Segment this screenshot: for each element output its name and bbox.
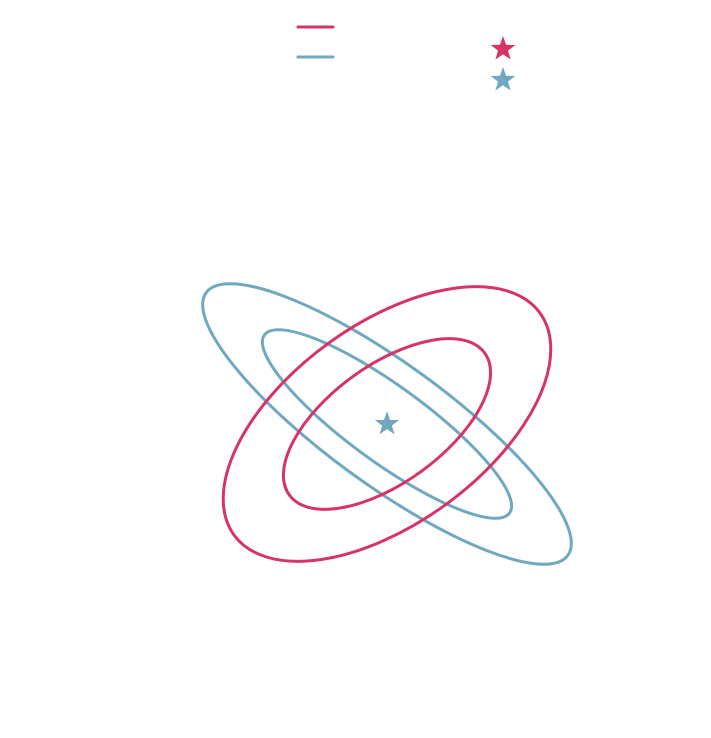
series-1-ellipse-1sigma — [281, 337, 493, 511]
series-2-mean-star — [375, 411, 399, 435]
legend-star-icon-1 — [490, 36, 516, 60]
legend — [296, 25, 516, 91]
legend-star-icon-2 — [490, 67, 516, 91]
plot-area — [201, 282, 573, 566]
series-1-ellipse-2sigma — [221, 285, 553, 563]
series-2-ellipse-1sigma — [260, 328, 514, 520]
series-2-ellipse-2sigma — [201, 282, 573, 566]
